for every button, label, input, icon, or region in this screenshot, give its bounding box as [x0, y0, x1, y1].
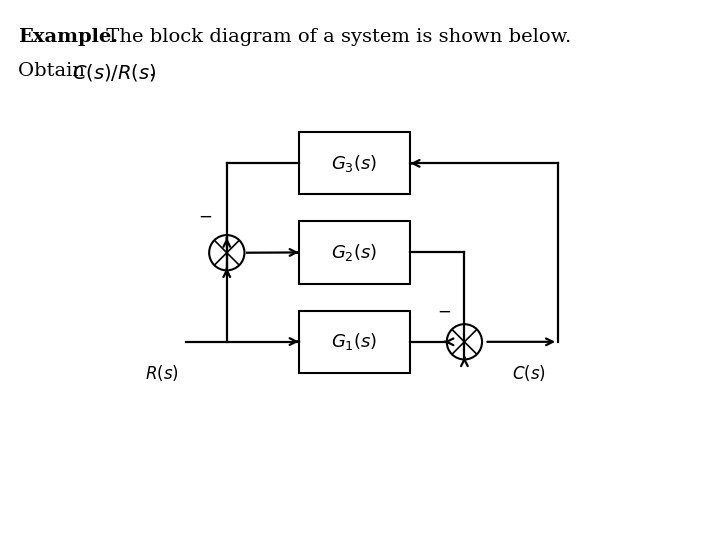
Text: $G_3(s)$: $G_3(s)$	[331, 153, 378, 174]
Bar	[299, 310, 410, 373]
Bar	[299, 132, 410, 194]
Text: $G_1(s)$: $G_1(s)$	[331, 331, 378, 352]
Text: .: .	[148, 62, 154, 80]
Text: Obtain: Obtain	[18, 62, 91, 80]
Text: $C(s)$: $C(s)$	[513, 362, 546, 383]
Text: $-$: $-$	[437, 301, 451, 320]
Text: Example.: Example.	[18, 28, 118, 46]
Text: $C(s)/R(s)$: $C(s)/R(s)$	[72, 62, 156, 83]
Bar	[299, 221, 410, 284]
Text: The block diagram of a system is shown below.: The block diagram of a system is shown b…	[100, 28, 571, 46]
Text: $G_2(s)$: $G_2(s)$	[331, 242, 378, 263]
Text: $R(s)$: $R(s)$	[145, 362, 179, 383]
Text: $-$: $-$	[198, 207, 212, 225]
